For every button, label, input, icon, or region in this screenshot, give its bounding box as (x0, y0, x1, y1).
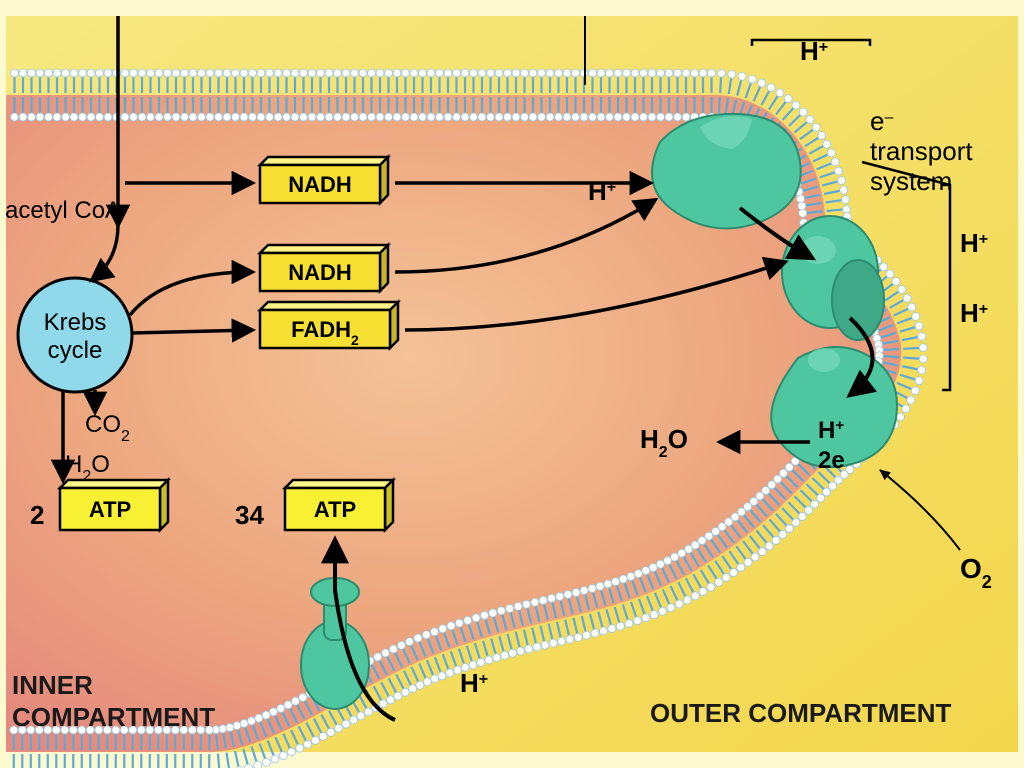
atp-box-34: ATP (285, 480, 393, 530)
acetyl-coa-label: acetyl CoA (5, 197, 121, 224)
atp-box-2: ATP (60, 480, 168, 530)
nadh-box-2: NADH (260, 245, 388, 291)
count-34-label: 34 (235, 500, 264, 530)
svg-text:NADH: NADH (288, 172, 352, 197)
svg-text:NADH: NADH (288, 260, 352, 285)
krebs-label-l2: cycle (48, 337, 103, 364)
svg-text:ATP: ATP (314, 497, 356, 522)
krebs-label-l1: Krebs (44, 309, 107, 336)
two-e-label: 2e (818, 447, 845, 474)
svg-text:ATP: ATP (89, 497, 131, 522)
etc-protein-complex-1 (652, 114, 801, 229)
e-transport-label-l3: system (870, 166, 952, 196)
diagram-canvas: Krebs cycle NADH NADH FADH2 ATP ATP (0, 0, 1024, 768)
inner-compartment-label-l2: COMPARTMENT (12, 702, 215, 732)
fadh2-box: FADH2 (260, 302, 398, 348)
nadh-box-1: NADH (260, 157, 388, 203)
e-transport-label-l2: transport (870, 136, 973, 166)
inner-compartment-label-l1: INNER (12, 670, 93, 700)
count-2-label: 2 (30, 500, 44, 530)
outer-compartment-label: OUTER COMPARTMENT (650, 698, 952, 728)
